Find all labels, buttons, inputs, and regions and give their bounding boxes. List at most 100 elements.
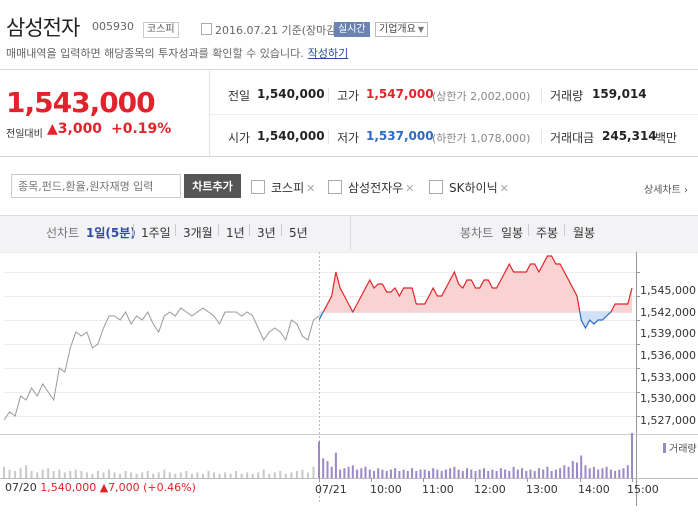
volume-label: 거래량 xyxy=(550,89,584,103)
realtime-button[interactable]: 실시간 xyxy=(334,22,370,37)
compare-item-skhynix[interactable]: SK하이닉 ✕ xyxy=(429,179,509,196)
candle-chart-label: 봉차트 xyxy=(460,226,494,240)
volume-bar-prev xyxy=(80,471,83,478)
tab-1week[interactable]: 1주일 xyxy=(141,226,171,240)
volume-bar-today xyxy=(580,455,583,478)
volume-bar-today xyxy=(406,471,409,478)
description-label: 매매내역을 입력하면 해당종목의 투자성과를 확인할 수 있습니다. xyxy=(6,47,304,60)
volume-bar-today xyxy=(444,469,447,478)
volume-bar-today xyxy=(419,469,422,478)
volume-bar-today xyxy=(529,469,532,478)
change-label: 전일대비 xyxy=(6,129,43,140)
volume-bar-prev xyxy=(63,472,66,478)
series-line-prev-day xyxy=(3,307,320,421)
amount-label: 거래대금 xyxy=(550,131,595,145)
divider xyxy=(249,224,250,236)
stock-name: 삼성전자 xyxy=(6,16,80,40)
volume-bar-prev xyxy=(229,473,232,478)
company-info-dropdown[interactable]: 기업개요 ▼ xyxy=(375,22,428,37)
prev-close-value: 1,540,000 xyxy=(257,87,325,101)
volume-bar-today xyxy=(326,461,329,478)
detail-chart-link[interactable]: 상세차트 › xyxy=(644,181,688,196)
volume-bar-prev xyxy=(30,471,33,478)
volume-bar-today xyxy=(525,471,528,478)
volume-bar-prev xyxy=(19,468,22,478)
volume-bar-prev xyxy=(141,472,144,478)
volume-bar-prev xyxy=(52,471,55,478)
volume-bar-prev xyxy=(246,472,249,478)
checkbox[interactable] xyxy=(328,180,342,194)
compare-label: SK하이닉 xyxy=(449,181,498,195)
volume-bar-prev xyxy=(25,465,28,478)
volume-bar-today xyxy=(618,469,621,478)
volume-bar-prev xyxy=(113,472,116,478)
volume-bar-today xyxy=(453,466,456,479)
price-chart xyxy=(0,252,698,506)
volume-bar-today xyxy=(563,465,566,478)
tab-3year[interactable]: 3년 xyxy=(257,226,276,240)
volume-bar-today xyxy=(470,469,473,478)
volume-bar-today xyxy=(330,466,333,479)
prev-pct: (+0.46%) xyxy=(143,481,196,494)
tab-daily[interactable]: 일봉 xyxy=(501,226,524,240)
chevron-down-icon: ▼ xyxy=(417,25,424,34)
volume-bar-today xyxy=(428,471,430,478)
volume-bar-today xyxy=(398,471,401,478)
current-price: 1,543,000 xyxy=(6,86,156,119)
y-tick: 1,527,000 xyxy=(640,414,696,427)
volume-bar-prev xyxy=(179,472,182,478)
volume-bar-today xyxy=(368,469,371,478)
x-tick: 12:00 xyxy=(474,483,506,496)
tab-1year[interactable]: 1년 xyxy=(226,226,245,240)
amount-unit: 백만 xyxy=(655,131,678,145)
legend-swatch xyxy=(663,443,666,453)
prev-day-summary: 07/20 1,540,000 ▲7,000 (+0.46%) xyxy=(5,481,196,494)
x-tick: 13:00 xyxy=(526,483,558,496)
volume-bar-today xyxy=(609,469,612,478)
y-tick: 1,530,000 xyxy=(640,392,696,405)
write-link[interactable]: 작성하기 xyxy=(307,47,349,60)
tab-3month[interactable]: 3개월 xyxy=(183,226,213,240)
volume-bar-today xyxy=(381,469,384,478)
compare-item-samsung-pref[interactable]: 삼성전자우 ✕ xyxy=(328,179,414,196)
volume-bar-today xyxy=(347,466,350,479)
checkbox[interactable] xyxy=(429,180,443,194)
y-tick: 1,536,000 xyxy=(640,349,696,362)
open-label: 시가 xyxy=(228,131,251,145)
volume-bar-today xyxy=(360,468,363,478)
volume-bar-today xyxy=(584,465,587,478)
volume-bar-prev xyxy=(312,466,315,479)
volume-bar-prev xyxy=(190,473,193,478)
volume-bar-today xyxy=(411,468,414,478)
volume-bar-today xyxy=(457,469,460,478)
company-info-label: 기업개요 xyxy=(379,24,416,35)
volume-bar-today xyxy=(436,469,439,478)
tab-monthly[interactable]: 월봉 xyxy=(573,226,596,240)
close-icon[interactable]: ✕ xyxy=(499,182,509,195)
search-input[interactable] xyxy=(11,174,181,198)
tab-5year[interactable]: 5년 xyxy=(289,226,308,240)
volume-bar-prev xyxy=(3,466,5,479)
volume-bar-prev xyxy=(251,473,254,478)
volume-bar-today xyxy=(597,469,600,478)
series-line-today-up xyxy=(322,255,633,312)
volume-bar-today xyxy=(508,471,511,478)
y-tick: 1,545,000 xyxy=(640,284,696,297)
prev-price: 1,540,000 xyxy=(40,481,97,494)
volume-bar-today xyxy=(385,471,388,478)
close-icon[interactable]: ✕ xyxy=(306,182,316,195)
checkbox[interactable] xyxy=(251,180,265,194)
add-chart-button[interactable]: 차트추가 xyxy=(184,174,241,198)
volume-bar-today xyxy=(461,471,464,478)
tab-weekly[interactable]: 주봉 xyxy=(536,226,559,240)
line-chart-label: 선차트 xyxy=(46,226,80,240)
volume-bar-prev xyxy=(262,469,265,478)
tab-1day[interactable]: 1일(5분) xyxy=(86,226,136,240)
divider xyxy=(175,224,176,236)
volume-bar-prev xyxy=(235,471,238,478)
change-percent: +0.19% xyxy=(111,121,172,137)
series-line-today-down xyxy=(319,312,612,330)
volume-bar-today xyxy=(495,471,498,478)
compare-item-kospi[interactable]: 코스피 ✕ xyxy=(251,179,315,196)
close-icon[interactable]: ✕ xyxy=(405,182,415,195)
